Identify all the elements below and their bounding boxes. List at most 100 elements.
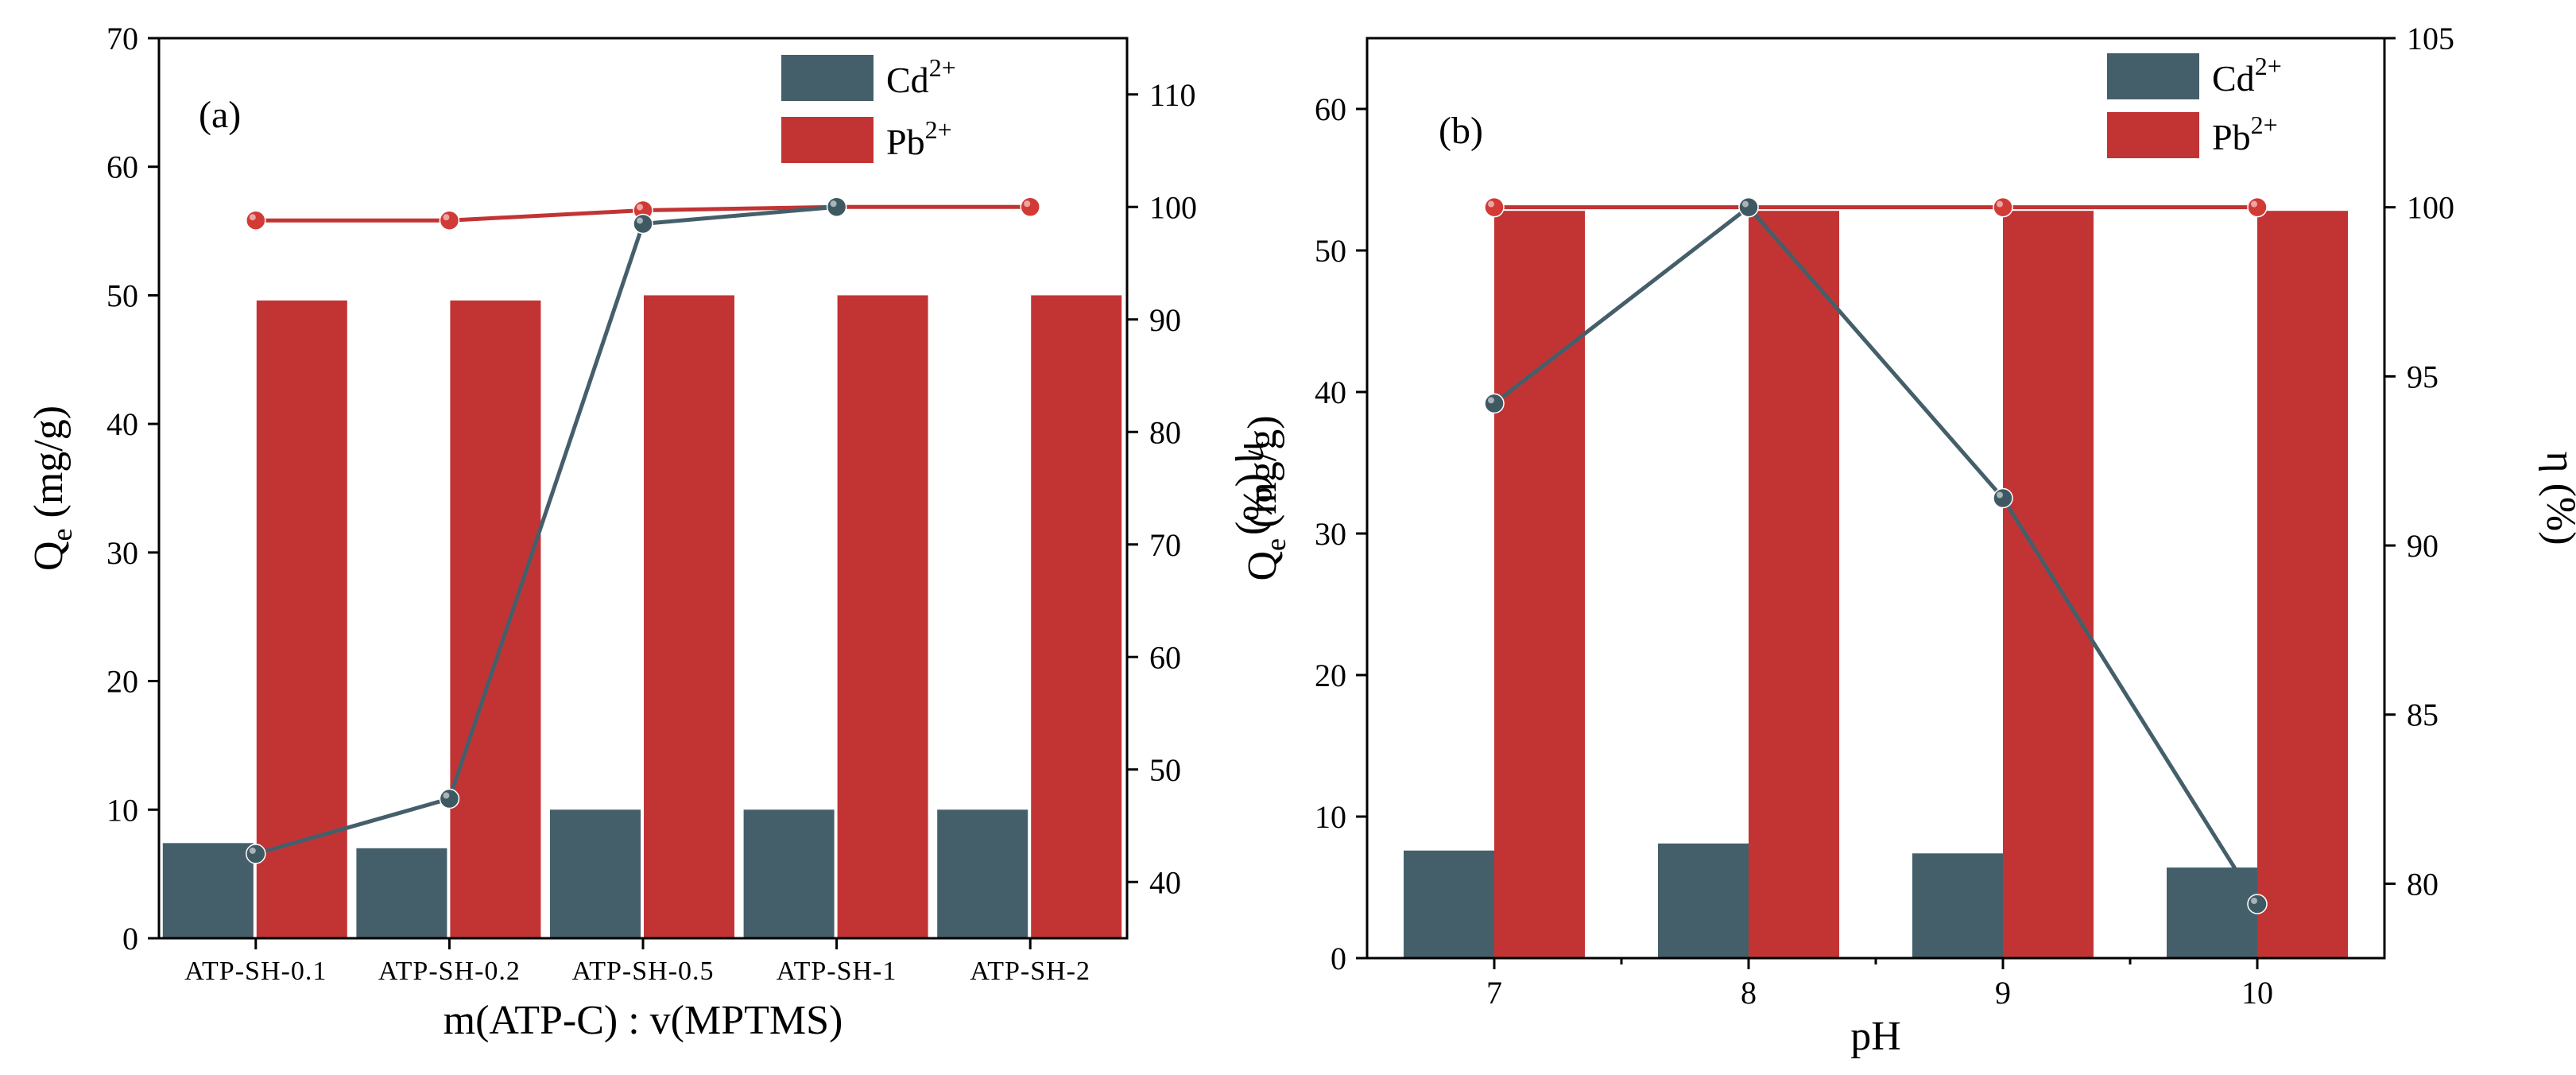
point-cd-10 <box>2247 894 2268 914</box>
point-cd-9 <box>1993 487 2013 509</box>
legend-pb-sup: 2+ <box>925 115 952 144</box>
y2-tick-label: 95 <box>2407 359 2438 394</box>
bar-pb-ATP-SH-0.2 <box>450 300 541 938</box>
bar-pb-ATP-SH-1 <box>837 295 928 938</box>
x-axis-title: m(ATP-C) : v(MPTMS) <box>444 998 843 1043</box>
y2-axis-title: η (%) <box>2538 451 2576 545</box>
y-tick-label: 40 <box>107 406 138 442</box>
legend-swatch-pb <box>781 117 874 163</box>
point-highlight-pb-ATP-SH-0.2 <box>443 214 450 221</box>
line-cd-efficiency <box>1493 204 2260 906</box>
point-cd-ATP-SH-1 <box>826 196 847 217</box>
y-tick-label: 30 <box>107 535 138 571</box>
y-tick-label: 10 <box>1315 799 1346 835</box>
y-axis-title-rest: (mg/g) <box>26 406 72 529</box>
bar-pb-ATP-SH-0.5 <box>644 295 734 938</box>
legend-label-pb: Pb2+ <box>886 115 952 162</box>
y2-tick-label: 100 <box>2407 190 2454 226</box>
x-tick-label: 10 <box>2241 975 2273 1011</box>
y2-tick-label: 105 <box>2407 21 2454 56</box>
y-tick-label: 60 <box>1315 91 1346 127</box>
chart-panel-a: 0 10 20 30 40 50 60 70 40 50 60 70 80 90 100 110 ATP-SH-… <box>26 21 1280 1043</box>
y-tick-label: 40 <box>1315 375 1346 410</box>
bar-cd-7 <box>1404 850 1494 958</box>
point-highlight-pb-10 <box>2251 200 2257 208</box>
bar-cd-8 <box>1658 843 1749 958</box>
point-cd-ATP-SH-0.2 <box>439 788 460 809</box>
point-highlight-pb-ATP-SH-0.1 <box>249 214 256 221</box>
point-cd-8 <box>1738 196 1759 218</box>
y-axis-title: Qe (mg/g) <box>1240 415 1292 580</box>
x-tick-label: ATP-SH-2 <box>970 957 1090 986</box>
point-pb-ATP-SH-0.2 <box>439 210 460 231</box>
y2-tick-label: 50 <box>1149 752 1181 788</box>
legend-label-pb: Pb2+ <box>2212 111 2278 157</box>
bar-cd-ATP-SH-2 <box>937 809 1028 938</box>
legend-pb-base: Pb <box>886 122 925 162</box>
y-tick-label: 10 <box>107 792 138 828</box>
point-pb-7 <box>1484 196 1505 218</box>
point-cd-7 <box>1484 393 1505 414</box>
y-tick-label: 50 <box>1315 233 1346 269</box>
point-highlight-cd-7 <box>1488 397 1494 404</box>
bar-pb-10 <box>2257 211 2348 958</box>
y2-tick-label: 85 <box>2407 697 2438 733</box>
bar-pb-9 <box>2003 211 2094 958</box>
legend-swatch-cd <box>781 55 874 101</box>
y2-tick-label: 60 <box>1149 639 1181 675</box>
y2-tick-label: 40 <box>1149 864 1181 900</box>
legend-cd-sup: 2+ <box>929 53 956 82</box>
point-highlight-cd-ATP-SH-1 <box>830 200 837 208</box>
bar-pb-ATP-SH-2 <box>1031 295 1122 938</box>
y2-tick-label: 80 <box>1149 414 1181 450</box>
y-axis-title-base: Q <box>1240 551 1285 581</box>
bar-cd-ATP-SH-0.1 <box>162 843 254 938</box>
x-axis-title: pH <box>1850 1014 1901 1059</box>
y-tick-label: 70 <box>107 21 138 56</box>
y-tick-label: 50 <box>107 277 138 313</box>
panel-label: (a) <box>199 94 241 136</box>
y2-tick-label: 110 <box>1149 77 1196 113</box>
legend-pb-sup: 2+ <box>2251 111 2278 139</box>
point-highlight-cd-9 <box>1997 491 2003 499</box>
y2-axis-title: η (%) <box>1234 441 1280 535</box>
point-cd-ATP-SH-0.5 <box>633 213 653 235</box>
legend-swatch-cd <box>2107 53 2199 99</box>
y-tick-label: 20 <box>107 664 138 700</box>
y-tick-label: 20 <box>1315 658 1346 693</box>
x-tick-label: ATP-SH-1 <box>777 957 897 986</box>
x-tick-label: ATP-SH-0.5 <box>571 957 714 986</box>
bar-pb-7 <box>1494 211 1585 958</box>
point-highlight-cd-ATP-SH-0.1 <box>249 847 256 854</box>
y-axis-title-sub: e <box>1260 538 1292 551</box>
point-pb-9 <box>1993 196 2013 218</box>
y-axis-title-base: Q <box>26 541 72 571</box>
x-tick-label: 8 <box>1741 975 1757 1011</box>
y-tick-label: 0 <box>1331 941 1346 976</box>
panel-label: (b) <box>1439 110 1483 152</box>
point-highlight-pb-ATP-SH-2 <box>1024 200 1031 208</box>
legend-label-cd: Cd2+ <box>2212 52 2282 99</box>
line-cd-efficiency <box>255 204 837 856</box>
point-highlight-cd-10 <box>2251 897 2257 904</box>
bar-pb-8 <box>1749 211 1839 958</box>
point-pb-ATP-SH-0.1 <box>246 210 266 231</box>
legend-cd-base: Cd <box>886 60 929 100</box>
bar-cd-ATP-SH-0.5 <box>550 809 641 938</box>
y-axis-title: Qe (mg/g) <box>26 406 78 571</box>
x-tick-label: 7 <box>1486 975 1502 1011</box>
y-axis-title-sub: e <box>46 528 78 541</box>
point-highlight-pb-9 <box>1997 200 2003 208</box>
legend: Cd2+Pb2+ <box>781 53 956 163</box>
y-tick-label: 0 <box>122 921 138 957</box>
y2-tick-label: 90 <box>2407 528 2438 564</box>
point-pb-10 <box>2247 196 2268 218</box>
y-tick-label: 30 <box>1315 516 1346 552</box>
x-tick-label: ATP-SH-0.2 <box>378 957 521 986</box>
bar-cd-ATP-SH-0.2 <box>356 848 447 938</box>
y-axis-title-rest: (mg/g) <box>1240 415 1285 538</box>
y-tick-label: 60 <box>107 149 138 185</box>
legend-pb-base: Pb <box>2212 117 2251 157</box>
point-pb-ATP-SH-2 <box>1020 196 1040 217</box>
